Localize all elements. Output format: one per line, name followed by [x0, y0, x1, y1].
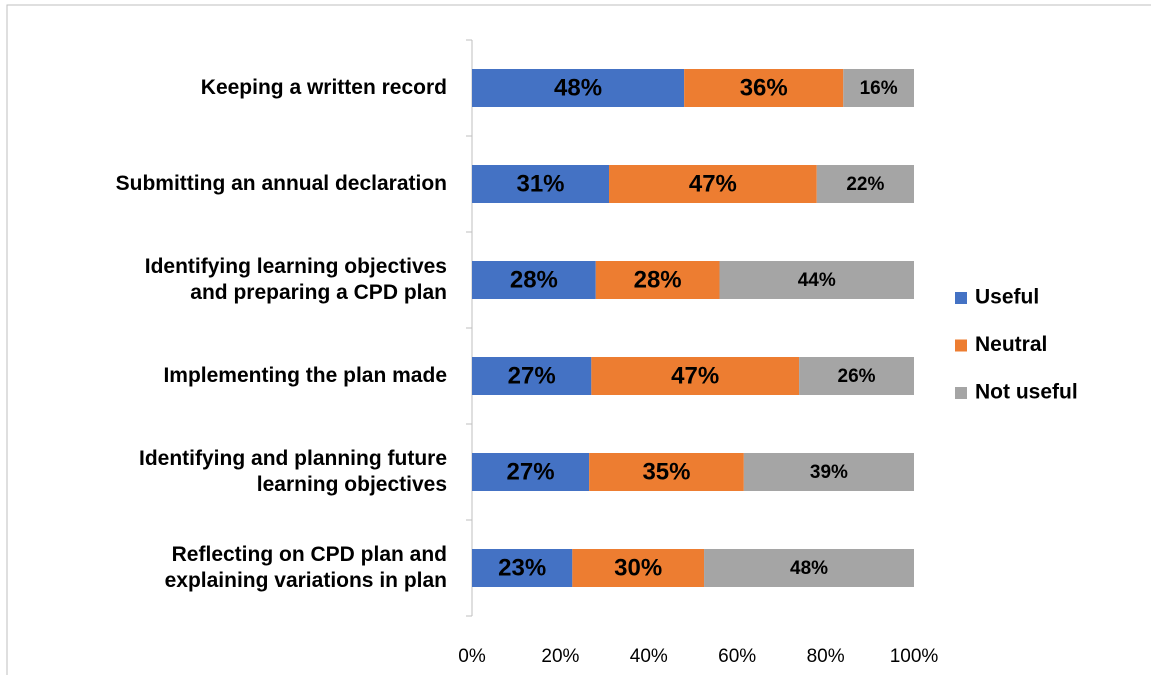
data-label: 27% [508, 362, 556, 389]
data-label: 27% [507, 458, 555, 485]
bar-segment [572, 549, 705, 587]
bar-segment [799, 357, 914, 395]
data-label: 35% [642, 458, 690, 485]
data-label: 26% [838, 366, 876, 387]
category-label: Submitting an annual declaration [115, 172, 447, 195]
category-label: Reflecting on CPD plan and explaining va… [164, 543, 447, 592]
data-label: 22% [846, 174, 884, 195]
data-label: 39% [810, 462, 848, 483]
legend-swatch [955, 387, 967, 399]
legend-label: Neutral [975, 333, 1047, 356]
x-tick-label: 40% [630, 646, 668, 667]
x-tick-label: 60% [718, 646, 756, 667]
bar-segment [719, 261, 914, 299]
x-tick-label: 80% [807, 646, 845, 667]
x-tick-label: 100% [890, 646, 939, 667]
data-label: 31% [516, 170, 564, 197]
bar-segment [472, 165, 610, 203]
data-label: 16% [860, 78, 898, 99]
legend-label: Not useful [975, 381, 1078, 404]
x-tick-label: 20% [541, 646, 579, 667]
x-tick-label: 0% [458, 646, 486, 667]
bar-segment [472, 453, 590, 491]
category-label: Identifying learning objectives and prep… [144, 255, 447, 304]
legend-swatch [955, 339, 967, 352]
legend-label: Useful [975, 286, 1039, 309]
data-label: 48% [554, 74, 602, 101]
legend-swatch [955, 292, 967, 304]
category-label: Keeping a written record [200, 76, 447, 99]
bar-segment [684, 69, 844, 107]
data-label: 30% [614, 554, 662, 581]
bar-segment [472, 357, 592, 395]
data-label: 23% [498, 554, 546, 581]
bar-segment [472, 69, 685, 107]
data-label: 47% [689, 170, 737, 197]
data-label: 28% [634, 266, 682, 293]
chart-frame [6, 4, 1151, 675]
data-label: 28% [510, 266, 558, 293]
bar-segment [609, 165, 817, 203]
category-label: Identifying and planning future learning… [139, 447, 447, 496]
data-label: 36% [740, 74, 788, 101]
bar-segment [704, 549, 914, 587]
bar-segment [843, 69, 914, 107]
bar-segment [472, 549, 573, 587]
data-label: 48% [790, 558, 828, 579]
bar-segment [591, 357, 800, 395]
bar-segment [589, 453, 744, 491]
bar-segment [472, 261, 596, 299]
bar-segment [595, 261, 720, 299]
category-label: Implementing the plan made [163, 364, 447, 387]
data-label: 47% [671, 362, 719, 389]
data-label: 44% [798, 270, 836, 291]
bar-segment [743, 453, 914, 491]
bar-segment [816, 165, 914, 203]
